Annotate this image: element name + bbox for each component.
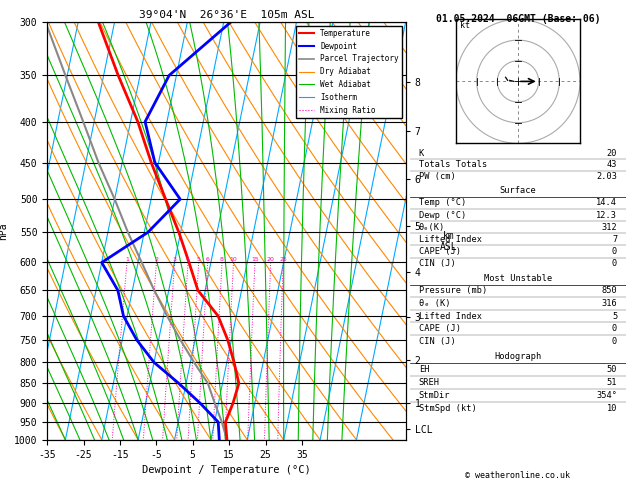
Text: 20: 20 <box>267 258 275 262</box>
Text: 4: 4 <box>186 258 190 262</box>
Text: StmDir: StmDir <box>419 391 450 400</box>
Text: 5: 5 <box>197 258 201 262</box>
Legend: Temperature, Dewpoint, Parcel Trajectory, Dry Adiabat, Wet Adiabat, Isotherm, Mi: Temperature, Dewpoint, Parcel Trajectory… <box>296 26 402 118</box>
Text: 2.03: 2.03 <box>596 172 617 181</box>
Text: 43: 43 <box>607 160 617 169</box>
Text: CIN (J): CIN (J) <box>419 259 455 268</box>
Text: 15: 15 <box>251 258 259 262</box>
Text: Most Unstable: Most Unstable <box>484 274 552 283</box>
Text: 0: 0 <box>612 259 617 268</box>
Text: Surface: Surface <box>499 186 537 195</box>
Text: CIN (J): CIN (J) <box>419 337 455 346</box>
Y-axis label: hPa: hPa <box>0 222 8 240</box>
Text: 0: 0 <box>612 247 617 256</box>
Text: 8: 8 <box>220 258 224 262</box>
Text: 25: 25 <box>279 258 287 262</box>
Text: 12.3: 12.3 <box>596 210 617 220</box>
Text: 0: 0 <box>612 337 617 346</box>
Text: Temp (°C): Temp (°C) <box>419 198 466 208</box>
Text: 01.05.2024  06GMT (Base: 06): 01.05.2024 06GMT (Base: 06) <box>436 14 600 24</box>
Text: 0: 0 <box>612 324 617 333</box>
Text: Lifted Index: Lifted Index <box>419 235 482 244</box>
Text: 1: 1 <box>125 258 129 262</box>
Text: θₑ(K): θₑ(K) <box>419 223 445 232</box>
Title: 39°04'N  26°36'E  105m ASL: 39°04'N 26°36'E 105m ASL <box>138 10 314 20</box>
Text: © weatheronline.co.uk: © weatheronline.co.uk <box>465 471 571 480</box>
Text: θₑ (K): θₑ (K) <box>419 299 450 308</box>
Text: CAPE (J): CAPE (J) <box>419 324 460 333</box>
Text: 2: 2 <box>155 258 159 262</box>
Text: PW (cm): PW (cm) <box>419 172 455 181</box>
Text: Pressure (mb): Pressure (mb) <box>419 286 487 295</box>
Text: Dewp (°C): Dewp (°C) <box>419 210 466 220</box>
Text: Lifted Index: Lifted Index <box>419 312 482 321</box>
Text: 10: 10 <box>607 404 617 414</box>
Text: StmSpd (kt): StmSpd (kt) <box>419 404 477 414</box>
Text: 51: 51 <box>607 378 617 387</box>
Text: 10: 10 <box>230 258 237 262</box>
Text: 5: 5 <box>612 312 617 321</box>
Text: SREH: SREH <box>419 378 440 387</box>
Text: 50: 50 <box>607 365 617 374</box>
Text: 6: 6 <box>206 258 209 262</box>
Text: CAPE (J): CAPE (J) <box>419 247 460 256</box>
Text: 312: 312 <box>601 223 617 232</box>
Text: 3: 3 <box>173 258 177 262</box>
Text: 316: 316 <box>601 299 617 308</box>
Text: Hodograph: Hodograph <box>494 352 542 361</box>
Text: 7: 7 <box>612 235 617 244</box>
Text: K: K <box>419 149 424 157</box>
Text: EH: EH <box>419 365 429 374</box>
Text: kt: kt <box>460 21 470 30</box>
Text: 354°: 354° <box>596 391 617 400</box>
X-axis label: Dewpoint / Temperature (°C): Dewpoint / Temperature (°C) <box>142 465 311 475</box>
Text: 850: 850 <box>601 286 617 295</box>
Text: 14.4: 14.4 <box>596 198 617 208</box>
Y-axis label: km
ASL: km ASL <box>440 231 458 252</box>
Text: Totals Totals: Totals Totals <box>419 160 487 169</box>
Text: 20: 20 <box>607 149 617 157</box>
